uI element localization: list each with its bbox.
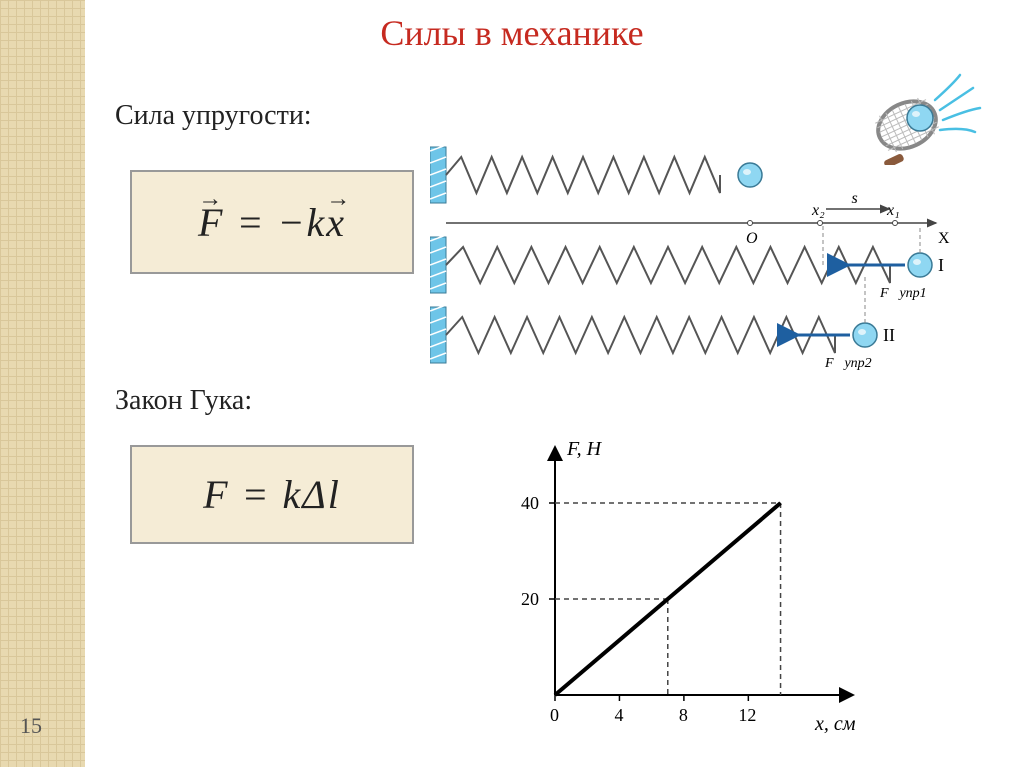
page-number: 15 [20,713,42,739]
formula-box-elastic: F = −kx [130,170,414,274]
svg-text:F⃗упр1: F⃗упр1 [879,286,927,301]
svg-text:40: 40 [521,493,539,513]
svg-text:F⃗упр2: F⃗упр2 [824,356,872,371]
springs-diagram: Ox₂ x₁ s XI F⃗упр1 II F⃗упр2 [430,145,950,395]
svg-text:8: 8 [679,705,688,725]
page-title: Силы в механике [0,12,1024,54]
svg-text:0: 0 [550,705,559,725]
svg-text:O: O [746,230,758,247]
svg-text:s: s [852,190,858,207]
formula-hooke: F = kΔl [203,471,341,518]
svg-text:x₂: x₂ [811,202,825,219]
svg-text:F, Н: F, Н [566,440,603,460]
subtitle-elastic-force: Сила упругости: [115,100,312,132]
hooke-chart: F, Н x, см 0 4 8 12 20 40 [500,440,860,740]
svg-text:20: 20 [521,589,539,609]
svg-text:12: 12 [738,705,756,725]
racket-icon [865,70,985,165]
svg-text:I: I [938,255,944,275]
svg-text:4: 4 [614,705,623,725]
subtitle-hooke-law: Закон Гука: [115,385,252,417]
side-texture [0,0,85,767]
svg-text:x₁: x₁ [886,202,900,219]
formula-box-hooke: F = kΔl [130,445,414,544]
svg-text:x, см: x, см [814,713,856,735]
svg-text:X: X [938,230,950,247]
formula-elastic: F = −kx [198,199,346,246]
svg-text:II: II [883,325,895,345]
